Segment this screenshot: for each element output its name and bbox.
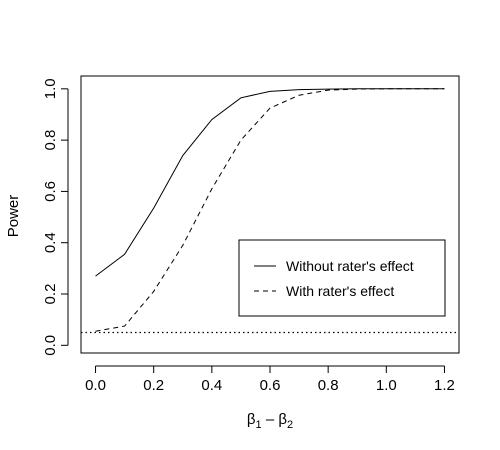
x-axis-title-beta2: β (278, 411, 287, 428)
x-tick-label: 0.2 (143, 377, 164, 394)
y-tick-label: 0.4 (42, 232, 59, 253)
legend-box (238, 239, 446, 317)
y-tick-label: 1.0 (42, 78, 59, 99)
y-tick-label: 0.2 (42, 284, 59, 305)
series-layer (81, 88, 459, 334)
y-tick-label: 0.8 (42, 130, 59, 151)
x-tick-label: 1.2 (434, 377, 455, 394)
x-tick-label: 0.8 (318, 377, 339, 394)
x-axis-title-beta1: β (247, 411, 256, 428)
legend-label-with: With rater's effect (286, 283, 394, 299)
x-axis-title-sub1: 1 (256, 419, 262, 431)
y-axis: 0.0 0.2 0.4 0.6 0.8 1.0 (42, 78, 69, 356)
y-tick-label: 0.0 (42, 335, 59, 356)
y-tick-label: 0.6 (42, 181, 59, 202)
x-tick-label: 1.0 (376, 377, 397, 394)
x-axis-title: β1 – β2 (247, 411, 293, 431)
y-axis-title: Power (5, 195, 22, 238)
plot-frame (80, 75, 460, 354)
legend-label-without: Without rater's effect (286, 258, 414, 274)
x-axis: 0.0 0.2 0.4 0.6 0.8 1.0 1.2 (85, 365, 455, 394)
series-line-without-rater-effect (95, 88, 445, 277)
x-axis-title-minus: – (262, 411, 279, 428)
x-tick-label: 0.6 (260, 377, 281, 394)
x-tick-label: 0.4 (201, 377, 222, 394)
x-axis-title-sub2: 2 (287, 419, 293, 431)
series-line-with-rater-effect (95, 88, 445, 332)
legend: Without rater's effect With rater's effe… (238, 239, 446, 317)
x-tick-label: 0.0 (85, 377, 106, 394)
